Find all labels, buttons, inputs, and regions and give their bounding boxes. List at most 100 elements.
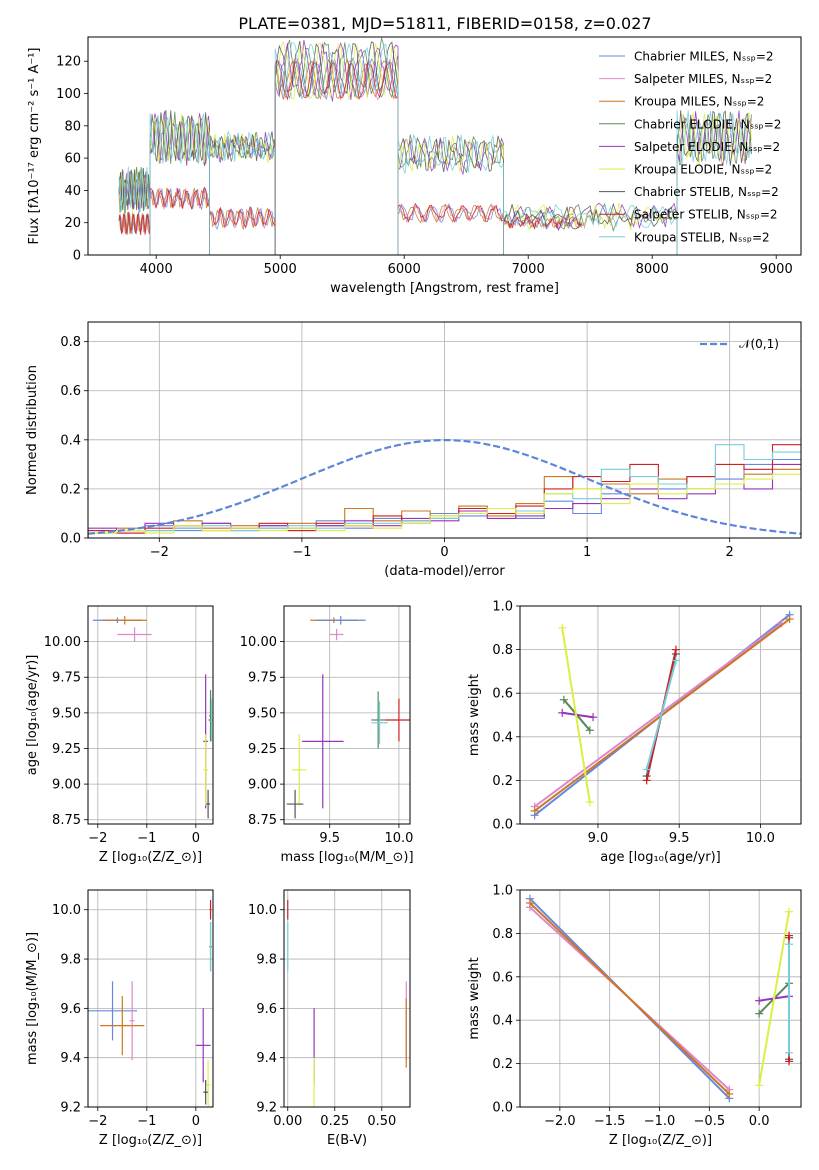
y-tick-label: 0.4 — [492, 730, 513, 745]
y-axis-label: Flux [fλ10⁻¹⁷ erg cm⁻² s⁻¹ A⁻¹] — [27, 48, 42, 245]
y-tick-label: 9.2 — [256, 1101, 277, 1116]
legend-label: Kroupa MILES, Nₛₛₚ=2 — [634, 95, 764, 109]
plus-marker — [785, 931, 794, 940]
y-tick-label: 9.6 — [60, 1002, 81, 1017]
x-axis-label: age [log₁₀(age/yr)] — [600, 850, 721, 865]
y-tick-label: 9.8 — [256, 953, 277, 968]
plot-body — [530, 610, 794, 820]
y-axis-label: mass [log₁₀(M/M_⊙)] — [25, 932, 40, 1065]
x-tick-label: −1 — [137, 831, 156, 846]
x-tick-label: 9.0 — [588, 831, 609, 846]
x-tick-label: 9.5 — [319, 831, 340, 846]
x-tick-label: 0.50 — [367, 1114, 396, 1129]
x-tick-label: 2 — [726, 545, 734, 560]
y-axis-label: Normed distribution — [25, 365, 40, 495]
x-tick-label: 0 — [192, 831, 200, 846]
plus-marker — [558, 708, 567, 717]
x-tick-label: 8000 — [636, 262, 669, 277]
x-tick-label: −1.0 — [644, 1114, 676, 1129]
y-tick-label: 9.4 — [60, 1051, 81, 1066]
plus-marker — [755, 1081, 764, 1090]
plus-marker — [589, 713, 598, 722]
plus-marker — [671, 656, 680, 665]
y-tick-label: 9.00 — [52, 778, 81, 793]
legend-label: Kroupa ELODIE, Nₛₛₚ=2 — [634, 163, 772, 177]
panel-spectrum: 4000 5000 6000 7000 8000 9000 0 20 40 60 80 100 120 w… — [27, 36, 802, 296]
plus-marker — [725, 1089, 734, 1098]
legend: 𝒩(0,1) — [700, 337, 779, 351]
y-tick-label: 8.75 — [52, 813, 81, 828]
spectrum-line — [118, 39, 752, 255]
y-tick-label: 40 — [64, 184, 81, 199]
plus-marker — [671, 645, 680, 654]
grid-lines — [88, 322, 801, 539]
plot-body — [286, 615, 410, 819]
axes: 9.5 10.0 8.75 9.00 9.25 9.50 9.75 10.00 mass [lo… — [240, 605, 414, 865]
panel-age_vs_mass: 9.5 10.0 8.75 9.00 9.25 9.50 9.75 10.00 mass [lo… — [240, 605, 414, 865]
y-tick-label: 60 — [64, 152, 81, 167]
axes-frame — [519, 605, 802, 825]
x-axis-label: (data-model)/error — [384, 564, 505, 579]
data-point — [195, 1008, 211, 1083]
x-axis-label: mass [log₁₀(M/M_⊙)] — [280, 850, 413, 865]
plus-marker — [642, 776, 651, 785]
y-tick-label: 1.0 — [492, 884, 513, 899]
legend-label: Salpeter MILES, Nₛₛₚ=2 — [634, 72, 772, 86]
plus-marker — [785, 1048, 794, 1057]
legend-label: 𝒩(0,1) — [739, 337, 779, 351]
y-tick-label: 120 — [56, 55, 81, 70]
plot-body — [525, 894, 794, 1103]
spectrum-line — [118, 42, 752, 255]
spectrum-line — [118, 40, 752, 255]
data-point — [129, 981, 135, 1061]
legend-label: Kroupa STELIB, Nₛₛₚ=2 — [634, 230, 770, 244]
x-tick-label: 7000 — [512, 262, 545, 277]
y-tick-label: 0.8 — [492, 927, 513, 942]
y-tick-label: 9.2 — [60, 1101, 81, 1116]
x-tick-label: 9000 — [760, 262, 793, 277]
y-tick-label: 10.0 — [248, 903, 277, 918]
axes: −2 −1 0 1 2 0.0 0.2 0.4 0.6 0.8 (data-model)/error… — [25, 321, 802, 579]
x-tick-label: 9.5 — [669, 831, 690, 846]
y-tick-label: 0.6 — [492, 970, 513, 985]
y-tick-label: 0.2 — [492, 774, 513, 789]
x-axis-label: E(B-V) — [327, 1133, 367, 1148]
plus-marker — [642, 765, 651, 774]
plus-marker — [785, 615, 794, 624]
y-tick-label: 9.75 — [248, 671, 277, 686]
plot-body — [92, 615, 213, 819]
x-axis-label: Z [log₁₀(Z/Z_⊙)] — [609, 1133, 712, 1148]
y-tick-label: 9.50 — [52, 706, 81, 721]
weight-line — [534, 622, 783, 808]
x-tick-label: −2 — [150, 545, 169, 560]
data-point — [88, 981, 138, 1041]
data-point — [209, 922, 212, 972]
y-tick-label: 9.8 — [60, 953, 81, 968]
y-tick-label: 100 — [56, 87, 81, 102]
y-tick-label: 0.6 — [492, 687, 513, 702]
panel-mass_weight_vs_age: 9.0 9.5 10.0 0.0 0.2 0.4 0.6 0.8 1.0 age [log₁₀(a… — [467, 600, 802, 865]
panel-mass_weight_vs_Z: −2.0 −1.5 −1.0 −0.5 0.0 0.0 0.2 0.4 0.6 0.8 1.0 Z [… — [467, 884, 802, 1148]
histogram-step — [88, 473, 801, 538]
weight-line — [645, 660, 677, 770]
x-tick-label: 0.25 — [320, 1114, 349, 1129]
axes-frame — [283, 605, 411, 825]
x-tick-label: −1 — [137, 1114, 156, 1129]
y-axis-label: age [log₁₀(age/yr)] — [25, 655, 40, 776]
x-tick-label: −0.5 — [694, 1114, 726, 1129]
data-point — [371, 691, 386, 749]
axes: −2 −1 0 8.75 9.00 9.25 9.50 9.75 10.00 Z [log₁₀(Z… — [25, 605, 214, 865]
axes: 4000 5000 6000 7000 8000 9000 0 20 40 60 80 100 120 w… — [27, 36, 802, 296]
x-tick-label: 5000 — [264, 262, 297, 277]
y-tick-label: 80 — [64, 119, 81, 134]
y-axis-label: mass weight — [467, 957, 482, 1039]
legend-label: Chabrier MILES, Nₛₛₚ=2 — [634, 50, 774, 64]
axes: −2.0 −1.5 −1.0 −0.5 0.0 0.0 0.2 0.4 0.6 0.8 1.0 Z [… — [467, 884, 802, 1148]
y-tick-label: 8.75 — [248, 813, 277, 828]
y-tick-label: 9.4 — [256, 1051, 277, 1066]
plot-body — [88, 439, 801, 538]
y-tick-label: 10.0 — [52, 903, 81, 918]
x-tick-label: −2 — [88, 1114, 107, 1129]
figure-title: PLATE=0381, MJD=51811, FIBERID=0158, z=0… — [238, 14, 651, 33]
